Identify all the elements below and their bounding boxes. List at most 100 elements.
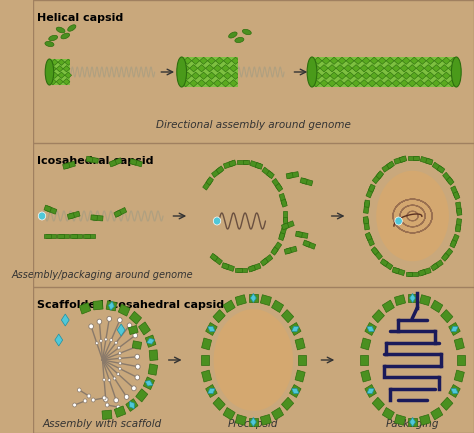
Polygon shape — [408, 294, 417, 302]
Polygon shape — [102, 410, 112, 420]
Polygon shape — [450, 72, 458, 79]
Polygon shape — [51, 72, 58, 78]
Polygon shape — [373, 172, 383, 184]
Polygon shape — [371, 247, 379, 255]
FancyBboxPatch shape — [49, 59, 70, 85]
Circle shape — [115, 341, 118, 344]
Polygon shape — [300, 178, 307, 184]
Polygon shape — [338, 57, 346, 65]
Polygon shape — [410, 417, 416, 427]
Polygon shape — [312, 65, 320, 72]
Polygon shape — [400, 65, 408, 72]
Polygon shape — [286, 173, 293, 179]
Polygon shape — [372, 397, 384, 410]
Polygon shape — [352, 80, 360, 87]
Circle shape — [73, 403, 76, 407]
Polygon shape — [394, 414, 406, 425]
Text: Icosahedral capsid: Icosahedral capsid — [37, 156, 154, 166]
Polygon shape — [362, 72, 370, 79]
Polygon shape — [420, 268, 431, 275]
Polygon shape — [266, 171, 274, 179]
Polygon shape — [146, 338, 155, 344]
Polygon shape — [206, 80, 214, 87]
Circle shape — [117, 373, 119, 376]
Polygon shape — [394, 72, 402, 79]
Polygon shape — [93, 301, 103, 310]
Polygon shape — [206, 323, 217, 336]
Polygon shape — [354, 57, 362, 65]
Polygon shape — [130, 158, 137, 165]
Polygon shape — [322, 72, 330, 79]
Polygon shape — [450, 57, 458, 65]
Circle shape — [100, 339, 102, 343]
Text: Assembly with scaffold: Assembly with scaffold — [43, 419, 162, 429]
Polygon shape — [73, 233, 82, 239]
Polygon shape — [223, 407, 235, 420]
FancyBboxPatch shape — [182, 57, 237, 87]
Circle shape — [83, 399, 87, 403]
Polygon shape — [370, 72, 378, 79]
Polygon shape — [250, 294, 256, 303]
Polygon shape — [203, 178, 212, 190]
Polygon shape — [272, 242, 282, 254]
Polygon shape — [224, 57, 231, 65]
Polygon shape — [440, 80, 448, 87]
Polygon shape — [213, 397, 225, 410]
Polygon shape — [282, 310, 294, 323]
Polygon shape — [235, 414, 246, 425]
Polygon shape — [406, 271, 412, 277]
Polygon shape — [297, 232, 308, 239]
Polygon shape — [243, 159, 249, 165]
Polygon shape — [451, 186, 459, 198]
Polygon shape — [312, 80, 320, 87]
Polygon shape — [360, 80, 368, 87]
Polygon shape — [63, 66, 70, 72]
Text: Helical capsid: Helical capsid — [37, 13, 124, 23]
Polygon shape — [132, 341, 142, 349]
Polygon shape — [45, 233, 51, 239]
Polygon shape — [448, 65, 456, 72]
Polygon shape — [216, 72, 224, 79]
Polygon shape — [295, 370, 305, 382]
Ellipse shape — [56, 27, 65, 33]
Polygon shape — [191, 72, 200, 79]
Polygon shape — [214, 80, 221, 87]
Polygon shape — [63, 79, 70, 85]
Polygon shape — [450, 240, 457, 248]
Text: Directional assembly around genome: Directional assembly around genome — [156, 120, 351, 130]
Polygon shape — [56, 79, 63, 85]
Polygon shape — [376, 65, 384, 72]
Polygon shape — [418, 72, 426, 79]
Polygon shape — [65, 59, 72, 65]
Polygon shape — [283, 216, 287, 223]
Polygon shape — [262, 255, 273, 265]
Polygon shape — [320, 80, 328, 87]
Ellipse shape — [228, 32, 237, 38]
Polygon shape — [453, 191, 460, 200]
Polygon shape — [456, 202, 462, 213]
Circle shape — [127, 323, 132, 328]
Polygon shape — [223, 300, 235, 313]
Polygon shape — [183, 72, 191, 79]
Polygon shape — [420, 156, 431, 164]
Circle shape — [38, 212, 46, 220]
Polygon shape — [380, 259, 388, 266]
Polygon shape — [344, 80, 352, 87]
Polygon shape — [402, 72, 410, 79]
Polygon shape — [271, 247, 278, 255]
Polygon shape — [434, 72, 442, 79]
Polygon shape — [200, 57, 208, 65]
Polygon shape — [440, 65, 448, 72]
Polygon shape — [328, 80, 336, 87]
Polygon shape — [410, 294, 416, 303]
Polygon shape — [208, 388, 215, 394]
Polygon shape — [344, 65, 352, 72]
Polygon shape — [237, 268, 247, 272]
Polygon shape — [208, 326, 215, 332]
Polygon shape — [400, 156, 407, 162]
Polygon shape — [367, 388, 374, 394]
Polygon shape — [378, 57, 386, 65]
Ellipse shape — [49, 36, 58, 41]
Polygon shape — [106, 301, 117, 311]
Circle shape — [213, 217, 221, 225]
